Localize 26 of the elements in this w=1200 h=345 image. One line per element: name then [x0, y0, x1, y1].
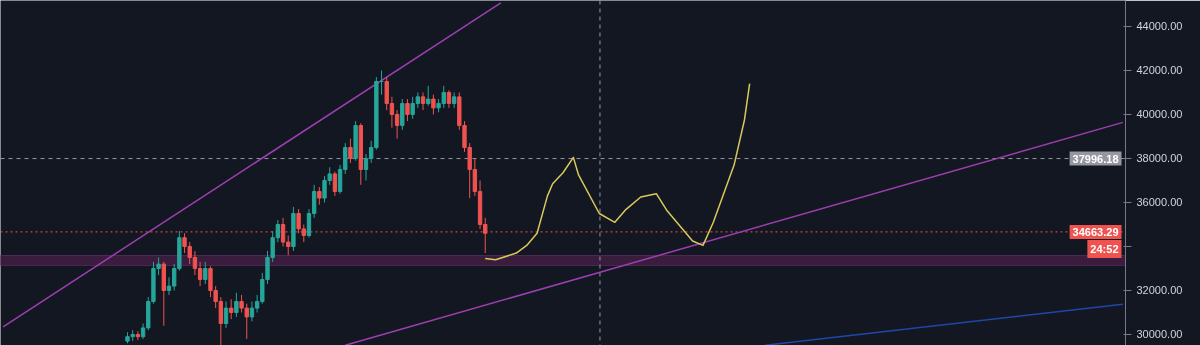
candlestick — [234, 292, 239, 318]
candlestick — [405, 98, 410, 122]
candlestick — [332, 171, 338, 197]
line-series — [484, 82, 751, 261]
candlestick — [348, 138, 353, 164]
y-tick-label: 36000.00 — [1136, 196, 1183, 209]
y-tick-label: 32000.00 — [1136, 284, 1183, 297]
ref-line-label: 34663.29 — [1072, 225, 1119, 238]
candlestick — [203, 261, 208, 285]
candlestick — [431, 94, 436, 115]
y-tick-label: 44000.00 — [1136, 20, 1183, 33]
y-tick-label: 42000.00 — [1136, 64, 1183, 77]
candlestick — [426, 85, 431, 107]
y-tick-label: 40000.00 — [1136, 108, 1183, 121]
candlestick — [135, 330, 141, 341]
y-tick-label: 30000.00 — [1136, 328, 1183, 341]
candlestick — [249, 300, 255, 322]
candlestick — [197, 261, 203, 287]
candlestick — [400, 98, 405, 131]
annotation: 24:52 — [1090, 242, 1119, 255]
candlestick — [223, 300, 229, 329]
candlestick — [229, 298, 234, 320]
ref-line-label: 37996.18 — [1072, 152, 1119, 165]
y-tick-label: 38000.00 — [1136, 152, 1183, 165]
candlestick — [420, 91, 426, 111]
candlestick — [451, 91, 457, 109]
